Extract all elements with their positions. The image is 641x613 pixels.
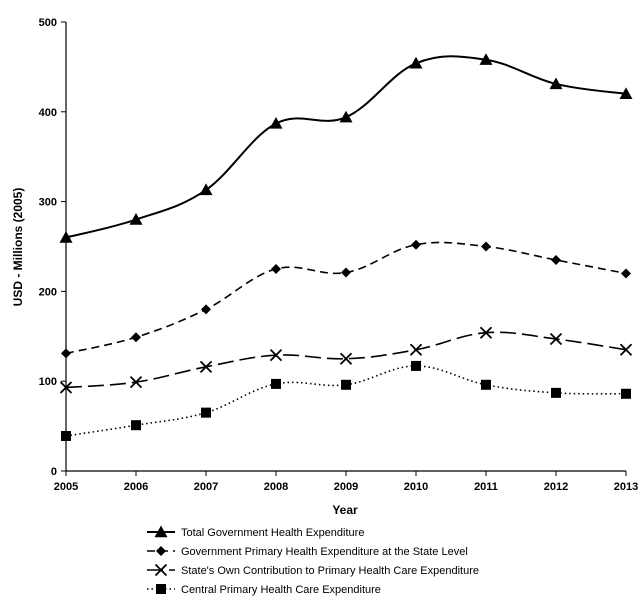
x-tick-label: 2005 (54, 481, 78, 493)
data-point (549, 332, 563, 346)
chart-axes: 0 100 200 300 400 500 2005 2006 2007 2008 2009 2010… (39, 17, 639, 493)
data-point (199, 183, 213, 196)
x-axis-title: Year (332, 503, 358, 517)
chart-series (59, 53, 633, 441)
data-point (551, 254, 561, 265)
legend-label: Total Government Health Expenditure (181, 527, 364, 539)
data-point (479, 326, 493, 339)
data-point (411, 239, 421, 250)
legend-label: State's Own Contribution to Primary Heal… (181, 565, 479, 577)
data-point (269, 116, 283, 129)
data-point (409, 343, 423, 356)
data-point (341, 267, 351, 278)
series-line (65, 241, 627, 355)
x-tick-label: 2007 (194, 481, 218, 493)
series-3 (59, 326, 633, 394)
data-point (61, 348, 71, 359)
data-point (131, 420, 141, 431)
legend-item: Government Primary Health Expenditure at… (147, 546, 468, 558)
y-tick-label: 100 (39, 376, 57, 388)
y-tick-label: 200 (39, 286, 57, 298)
x-tick-label: 2006 (124, 481, 148, 493)
series-2 (61, 239, 631, 359)
data-point (479, 53, 493, 65)
y-tick-label: 400 (39, 107, 57, 119)
x-tick-label: 2009 (334, 481, 358, 493)
data-point (199, 360, 213, 373)
data-point (481, 241, 491, 252)
data-point (59, 231, 73, 243)
data-point (201, 407, 211, 418)
legend-marker (154, 525, 168, 538)
data-point (551, 387, 561, 398)
y-tick-label: 0 (51, 466, 57, 478)
legend-label: Central Primary Health Care Expenditure (181, 584, 381, 596)
data-point (271, 378, 281, 389)
data-point (621, 388, 631, 399)
y-tick-label: 300 (39, 197, 57, 209)
data-point (341, 379, 351, 390)
legend-marker (154, 563, 168, 577)
data-point (409, 56, 423, 69)
x-tick-label: 2008 (264, 481, 288, 493)
chart-legend: Total Government Health Expenditure Gover… (147, 525, 479, 596)
data-point (481, 379, 491, 390)
series-line (65, 331, 627, 389)
data-point (201, 304, 211, 315)
data-point (621, 268, 631, 279)
y-tick-label: 500 (39, 17, 57, 29)
legend-item: Total Government Health Expenditure (147, 525, 364, 539)
legend-marker (156, 546, 166, 556)
legend-item: Central Primary Health Care Expenditure (147, 584, 381, 596)
data-point (61, 430, 71, 441)
x-tick-label: 2013 (614, 481, 638, 493)
data-point (131, 332, 141, 343)
x-tick-label: 2011 (474, 481, 498, 493)
data-point (339, 110, 353, 123)
x-tick-label: 2012 (544, 481, 568, 493)
legend-marker (156, 584, 166, 594)
legend-item: State's Own Contribution to Primary Heal… (147, 563, 479, 577)
series-4 (61, 360, 631, 441)
x-tick-label: 2010 (404, 481, 428, 493)
data-point (339, 352, 353, 365)
y-axis-title: USD - Millions (2005) (11, 188, 25, 307)
series-line (65, 55, 627, 239)
series-1 (59, 53, 633, 243)
data-point (129, 375, 143, 389)
data-point (619, 87, 633, 100)
data-point (411, 360, 421, 371)
data-point (549, 77, 563, 90)
legend-label: Government Primary Health Expenditure at… (181, 546, 468, 558)
data-point (129, 213, 143, 225)
data-point (59, 381, 73, 394)
data-point (619, 343, 633, 356)
data-point (269, 349, 283, 362)
series-line (65, 365, 627, 437)
data-point (271, 263, 281, 274)
